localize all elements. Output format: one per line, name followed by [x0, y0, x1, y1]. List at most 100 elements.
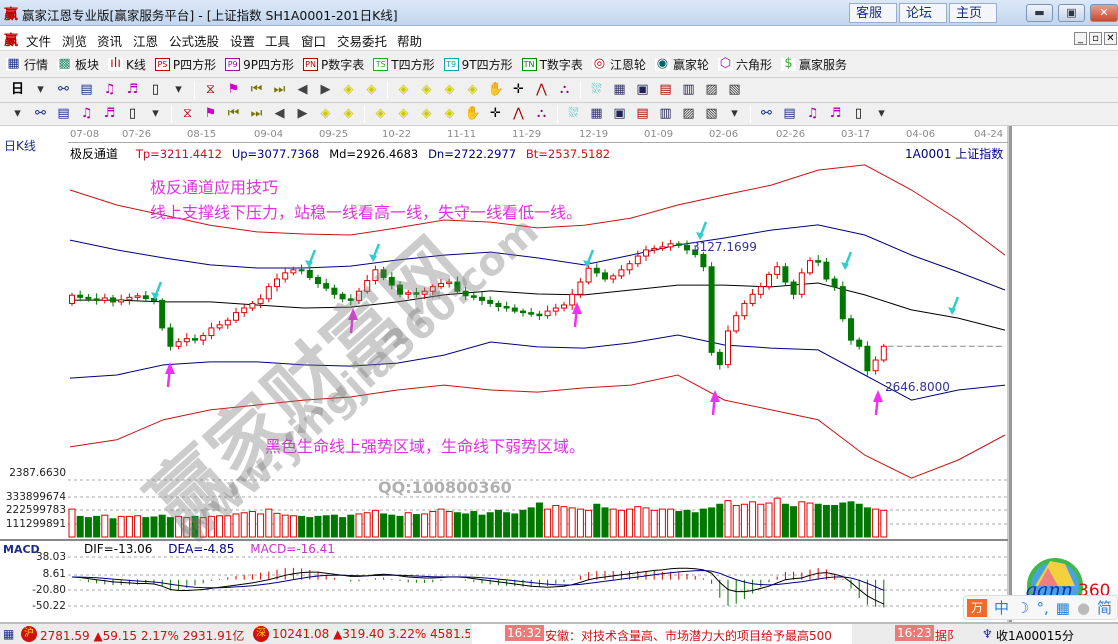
notes-icon[interactable]: ▤: [80, 82, 93, 97]
minimize-button[interactable]: ▬: [1026, 4, 1053, 22]
percent-icon[interactable]: ▤: [636, 106, 649, 121]
exclude-icon[interactable]: ⧖: [205, 82, 216, 97]
customer-service-button[interactable]: 客服: [849, 3, 897, 23]
toolbar-button-winner-wheel[interactable]: ◉ 赢家轮: [654, 56, 709, 73]
candle-icon[interactable]: ▯: [151, 82, 160, 97]
ladder-icon[interactable]: ▣: [613, 106, 626, 121]
ime-halfwidth-icon[interactable]: ☽: [1016, 598, 1030, 617]
line-draw-icon[interactable]: ⋀: [536, 82, 547, 97]
calculator-icon[interactable]: ▣: [636, 82, 649, 97]
news-ticker-2[interactable]: 据阝: [935, 629, 960, 643]
toolbar-button-blocks[interactable]: ▩ 板块: [57, 56, 99, 73]
fan2-icon[interactable]: ⛬: [536, 106, 547, 121]
menu-news[interactable]: 资讯: [97, 34, 123, 49]
right-icon[interactable]: ▶: [320, 82, 331, 97]
eraser-icon[interactable]: ▤: [783, 106, 796, 121]
chart9-icon[interactable]: ♬: [126, 82, 139, 97]
node-icon[interactable]: ⛬: [559, 82, 570, 97]
homepage-button[interactable]: 主页: [949, 3, 997, 23]
toolbar-button-tn[interactable]: TN T数字表: [521, 56, 583, 73]
diamond-shrink-icon[interactable]: ◈: [421, 82, 432, 97]
ying-icon[interactable]: ◈: [398, 106, 409, 121]
ime-toolbar[interactable]: 万 中 ☽ °, ▦ ● 简: [963, 595, 1118, 620]
diamond-v-icon[interactable]: ◈: [467, 82, 478, 97]
calendar-icon[interactable]: ▦: [613, 82, 626, 97]
arrow-icon[interactable]: ♫: [806, 106, 819, 121]
toolbar-button-ps[interactable]: PS P四方形: [154, 56, 216, 73]
toolbar-button-ts[interactable]: TS T四方形: [373, 56, 435, 73]
shen-icon[interactable]: ◈: [375, 106, 386, 121]
menu-gann[interactable]: 江恩: [133, 34, 159, 49]
ime-keyboard-icon[interactable]: ▦: [1055, 598, 1070, 617]
box-icon[interactable]: ✋: [464, 106, 481, 121]
toolbar-button-hexagon[interactable]: ⬡ 六角形: [717, 56, 772, 73]
news-ticker[interactable]: 安徽：对技术含量高、市场潜力大的项目给予最高500: [545, 629, 832, 643]
triangle-icon[interactable]: ⏭: [250, 106, 263, 121]
menu-settings[interactable]: 设置: [230, 34, 256, 49]
maximize-button[interactable]: ▣: [1058, 4, 1085, 22]
menu-formula-screen[interactable]: 公式选股: [169, 34, 220, 49]
square-icon[interactable]: ◈: [320, 106, 331, 121]
ruler-icon[interactable]: ◈: [421, 106, 432, 121]
dollar2-icon[interactable]: ▥: [659, 106, 672, 121]
save-icon[interactable]: ▥: [682, 82, 695, 97]
fan-icon[interactable]: ✛: [490, 106, 501, 121]
parallel-icon[interactable]: ⚑: [204, 106, 217, 121]
first-icon[interactable]: ⏮: [250, 82, 263, 97]
grid-fan-icon[interactable]: ⋀: [513, 106, 524, 121]
toolbar-button-gann-wheel[interactable]: ◎ 江恩轮: [591, 56, 646, 73]
menu-help[interactable]: 帮助: [397, 34, 423, 49]
truck-icon[interactable]: ▨: [705, 82, 718, 97]
forum-button[interactable]: 论坛: [899, 3, 947, 23]
period-selector[interactable]: 日: [10, 82, 24, 97]
ratio-icon[interactable]: ◈: [343, 106, 354, 121]
link-icon[interactable]: ⚯: [58, 82, 69, 97]
spiral-icon[interactable]: ▯: [128, 106, 137, 121]
diamond-h-icon[interactable]: ◈: [444, 82, 455, 97]
ime-chinese-toggle[interactable]: 中: [994, 599, 1010, 617]
pencil3-icon[interactable]: ♬: [829, 106, 842, 121]
crosshair-icon[interactable]: ✛: [513, 82, 524, 97]
chart3-icon[interactable]: ♫: [103, 82, 116, 97]
table2-icon[interactable]: ▦: [590, 106, 603, 121]
left-icon[interactable]: ◀: [297, 82, 308, 97]
last-icon[interactable]: ⏭: [273, 82, 286, 97]
toolbar-button-dollar[interactable]: $ 赢家服务: [780, 56, 847, 73]
menu-browse[interactable]: 浏览: [62, 34, 88, 49]
menu-trading[interactable]: 交易委托: [337, 34, 388, 49]
toolbar-button-p9[interactable]: P9 9P四方形: [225, 56, 294, 73]
corner-icon[interactable]: ▯: [854, 106, 863, 121]
star-icon[interactable]: ▶: [297, 106, 308, 121]
dropdown-icon[interactable]: ▾: [175, 82, 182, 97]
width-icon[interactable]: ◈: [444, 106, 455, 121]
target-icon[interactable]: ◀: [274, 106, 285, 121]
shenzhen-index-quote[interactable]: 10241.08 ▲319.40 3.22% 4581.52: [272, 627, 470, 641]
toolbar-button-t9[interactable]: T9 9T四方形: [443, 56, 513, 73]
ime-simplified-toggle[interactable]: 简: [1097, 599, 1113, 617]
menu-file[interactable]: 文件: [26, 34, 52, 49]
mdi-close-button[interactable]: ✕: [1104, 32, 1117, 45]
angle2-icon[interactable]: ▨: [682, 106, 695, 121]
shield-icon[interactable]: ⚯: [761, 106, 772, 121]
layout-icon[interactable]: ⛆: [591, 82, 602, 97]
ime-punctuation-icon[interactable]: °,: [1036, 598, 1049, 617]
grid-icon[interactable]: ⚯: [35, 106, 46, 121]
shanghai-index-quote[interactable]: 2781.59 ▲59.15 2.17% 2931.91亿: [40, 629, 245, 643]
n2-icon[interactable]: ⏮: [227, 106, 240, 121]
film-icon[interactable]: ▧: [728, 82, 741, 97]
gold2-icon[interactable]: ♫: [80, 106, 93, 121]
pencil-icon[interactable]: ▾: [14, 106, 21, 121]
gold-icon[interactable]: ▤: [57, 106, 70, 121]
pencil2-icon[interactable]: ▾: [152, 106, 159, 121]
flag-icon[interactable]: ⚑: [227, 82, 240, 97]
fib-icon[interactable]: ♬: [103, 106, 116, 121]
menu-window[interactable]: 窗口: [301, 34, 327, 49]
angle-icon[interactable]: ⛆: [568, 106, 579, 121]
grid2-icon[interactable]: ▾: [731, 106, 738, 121]
circle-icon[interactable]: ⧖: [182, 106, 193, 121]
dropdown-icon[interactable]: ▾: [37, 82, 44, 97]
menu-tools[interactable]: 工具: [265, 34, 291, 49]
bar-icon[interactable]: ▧: [705, 106, 718, 121]
mdi-minimize-button[interactable]: _: [1074, 32, 1087, 45]
toolbar-button-table[interactable]: ▦ 行情: [6, 56, 48, 73]
